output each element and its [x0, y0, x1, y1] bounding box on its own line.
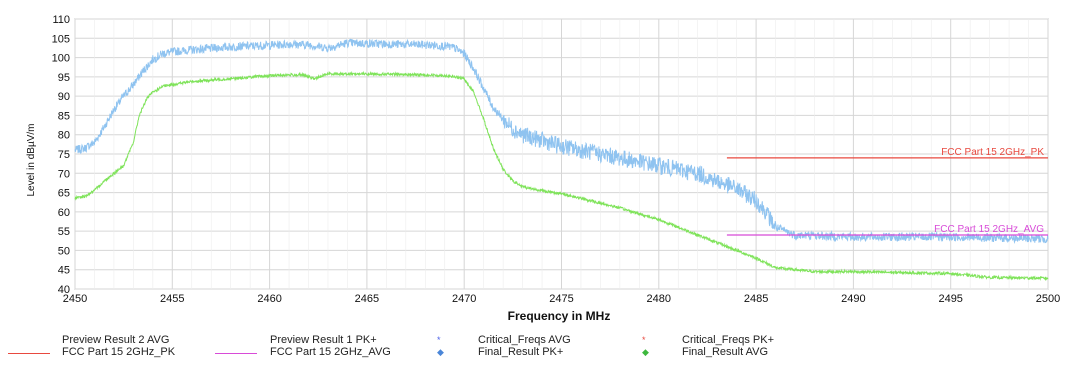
series-layer: FCC Part 15 2GHz_PK FCC Part 15 2GHz_AVG — [74, 38, 1049, 282]
legend-label: Critical_Freqs AVG — [478, 334, 571, 346]
y-tick-label: 65 — [58, 188, 70, 200]
y-tick-label: 45 — [58, 265, 70, 277]
y-tick-label: 75 — [58, 149, 70, 161]
x-tick-label: 2480 — [647, 293, 671, 305]
y-tick-label: 70 — [58, 168, 70, 180]
y-tick-label: 90 — [58, 91, 70, 103]
x-axis-title: Frequency in MHz — [508, 309, 611, 323]
x-tick-label: 2485 — [744, 293, 768, 305]
legend-label: FCC Part 15 2GHz_PK — [62, 346, 176, 358]
limit-annotation: FCC Part 15 2GHz_AVG — [934, 224, 1044, 235]
y-axis-title: Level in dBµV/m — [26, 123, 37, 196]
legend-star-marker: * — [642, 335, 646, 345]
legend-label: Final_Result AVG — [682, 346, 769, 358]
y-tick-label: 60 — [58, 207, 70, 219]
x-tick-label: 2495 — [938, 293, 962, 305]
chart-legend: Preview Result 2 AVG FCC Part 15 2GHz_PK P… — [0, 334, 1067, 365]
legend-line-swatch — [8, 353, 50, 354]
y-tick-label: 80 — [58, 130, 70, 142]
y-tick-label: 110 — [52, 14, 70, 26]
legend-diamond-marker: ◆ — [642, 347, 649, 357]
series-preview-result-2-avg — [74, 70, 1049, 282]
legend-line-swatch — [215, 353, 257, 354]
y-tick-label: 100 — [52, 53, 70, 65]
grid-layer — [74, 18, 1049, 290]
y-tick-label: 85 — [58, 110, 70, 122]
x-tick-label: 2475 — [549, 293, 573, 305]
tick-layer: 40 45 50 55 60 65 70 75 80 85 90 95 100 105 110 2450 245… — [52, 14, 1061, 305]
legend-label: FCC Part 15 2GHz_AVG — [270, 346, 391, 358]
legend-label: Preview Result 1 PK+ — [270, 334, 377, 346]
y-tick-label: 55 — [58, 226, 70, 238]
legend-star-marker: * — [437, 335, 441, 345]
legend-diamond-marker: ◆ — [437, 347, 444, 357]
x-tick-label: 2455 — [160, 293, 184, 305]
y-tick-label: 50 — [58, 245, 70, 257]
x-tick-label: 2500 — [1036, 293, 1060, 305]
x-tick-label: 2470 — [452, 293, 476, 305]
y-tick-label: 105 — [52, 33, 70, 45]
x-tick-label: 2465 — [355, 293, 379, 305]
y-tick-label: 40 — [58, 284, 70, 296]
y-tick-label: 95 — [58, 72, 70, 84]
x-tick-label: 2450 — [63, 293, 87, 305]
legend-label: Critical_Freqs PK+ — [682, 334, 775, 346]
legend-label: Preview Result 2 AVG — [62, 334, 170, 346]
limit-annotation: FCC Part 15 2GHz_PK — [941, 147, 1044, 158]
x-tick-label: 2490 — [841, 293, 865, 305]
x-tick-label: 2460 — [257, 293, 281, 305]
legend-label: Final_Result PK+ — [478, 346, 564, 358]
